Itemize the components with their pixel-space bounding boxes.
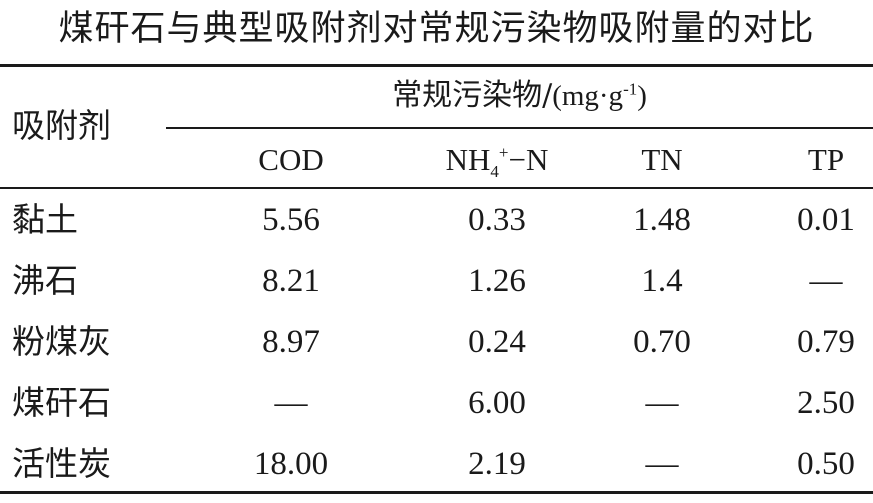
cell-tp: 0.79: [797, 324, 855, 360]
cell-tn: —: [645, 446, 679, 482]
cell-cod: 8.97: [262, 324, 320, 360]
unit-open: (mg·g: [552, 80, 624, 112]
nh4n-tail: −N: [508, 142, 549, 177]
cell-tp: 0.50: [797, 446, 855, 482]
nh4n-superscript: +: [498, 143, 509, 162]
row-label: 黏土: [12, 200, 78, 239]
column-header-tn: TN: [641, 142, 683, 177]
row-label: 煤矸石: [12, 383, 111, 422]
group-header-underline: [166, 127, 873, 129]
cell-cod: 18.00: [253, 446, 329, 482]
cell-nh4n: 1.26: [468, 263, 526, 299]
cell-tp: 2.50: [797, 385, 855, 421]
table-title: 煤矸石与典型吸附剂对常规污染物吸附量的对比: [58, 9, 815, 49]
cell-nh4n: 6.00: [468, 385, 526, 421]
bottom-rule: [0, 491, 873, 494]
unit-close: ): [637, 80, 647, 112]
row-header-adsorbent: 吸附剂: [12, 106, 111, 145]
group-header-unit: (mg·g-1): [552, 80, 647, 112]
header-bottom-rule: [0, 187, 873, 189]
cell-cod: 8.21: [262, 263, 320, 299]
column-header-tp: TP: [807, 142, 845, 177]
top-rule: [0, 64, 873, 67]
row-label: 粉煤灰: [12, 322, 111, 361]
cell-nh4n: 0.24: [468, 324, 526, 360]
cell-nh4n: 0.33: [468, 202, 526, 238]
nh4n-subscript: 4: [490, 162, 499, 181]
row-label: 沸石: [12, 261, 78, 300]
column-header-nh4n: NH4+−N: [445, 140, 549, 181]
cell-tn: 1.48: [633, 202, 691, 238]
cell-cod: 5.56: [262, 202, 320, 238]
cell-nh4n: 2.19: [468, 446, 526, 482]
row-label: 活性炭: [12, 444, 111, 483]
cell-tp: —: [809, 263, 843, 299]
group-header-label: 常规污染物/: [392, 78, 553, 113]
column-header-cod: COD: [258, 142, 324, 177]
cell-cod: —: [274, 385, 308, 421]
cell-tn: 1.4: [641, 263, 683, 299]
cell-tn: —: [645, 385, 679, 421]
unit-exponent: -1: [623, 79, 638, 99]
cell-tp: 0.01: [797, 202, 855, 238]
group-header-pollutants: 常规污染物/(mg·g-1): [166, 76, 873, 116]
cell-tn: 0.70: [633, 324, 691, 360]
nh4n-main: NH: [445, 142, 491, 177]
